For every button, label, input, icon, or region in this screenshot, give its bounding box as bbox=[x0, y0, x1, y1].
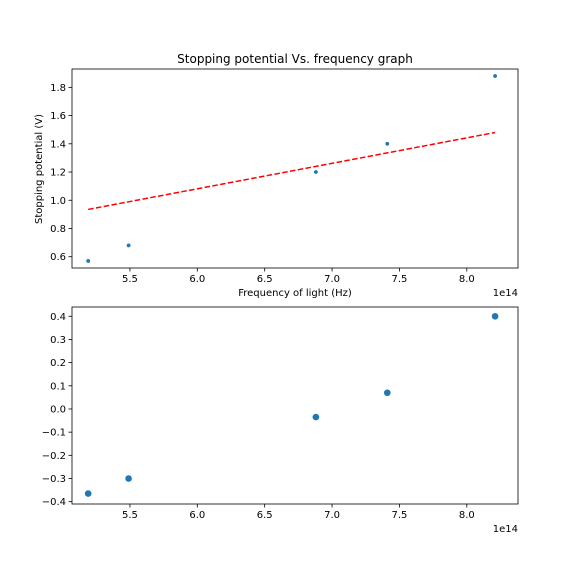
y-tick-label: 1.6 bbox=[50, 111, 66, 122]
x-tick-label: 6.0 bbox=[189, 510, 205, 521]
x-axis-label: Frequency of light (Hz) bbox=[238, 288, 352, 299]
y-tick-label: 1.8 bbox=[50, 83, 66, 94]
y-ticks: 0.6 0.8 1.0 1.2 1.4 1.6 1.8 bbox=[50, 83, 72, 263]
top-axes: Stopping potential Vs. frequency graph S… bbox=[34, 52, 519, 299]
x-tick-label: 8.0 bbox=[459, 510, 475, 521]
data-points-layer bbox=[84, 312, 499, 497]
x-tick-label: 8.0 bbox=[459, 274, 475, 285]
y-tick-label: 0.2 bbox=[50, 358, 66, 369]
x-axis-offset-label: 1e14 bbox=[493, 524, 518, 535]
data-point bbox=[383, 389, 391, 397]
data-point bbox=[84, 490, 92, 497]
x-tick-label: 6.5 bbox=[257, 274, 273, 285]
y-tick-label: 1.2 bbox=[50, 168, 66, 179]
y-tick-label: 1.4 bbox=[50, 139, 66, 150]
x-tick-label: 7.5 bbox=[391, 274, 407, 285]
x-axis-offset-label: 1e14 bbox=[493, 288, 518, 299]
data-point bbox=[313, 170, 318, 174]
y-tick-label: −0.4 bbox=[42, 497, 66, 508]
y-ticks: −0.4 −0.3 −0.2 −0.1 0.0 0.1 0.2 0.3 0.4 bbox=[42, 312, 72, 508]
y-tick-label: 0.6 bbox=[50, 252, 66, 263]
data-point bbox=[493, 74, 497, 78]
fit-line bbox=[88, 131, 496, 211]
y-tick-label: 0.1 bbox=[50, 381, 66, 392]
x-tick-label: 5.5 bbox=[122, 510, 138, 521]
y-tick-label: −0.1 bbox=[42, 428, 66, 439]
x-tick-label: 5.5 bbox=[122, 274, 138, 285]
data-point bbox=[125, 475, 132, 482]
x-tick-label: 6.5 bbox=[257, 510, 273, 521]
data-point bbox=[126, 243, 131, 248]
axes-frame bbox=[71, 306, 519, 505]
y-tick-label: 0.4 bbox=[50, 312, 66, 323]
axes-frame bbox=[71, 68, 519, 269]
x-tick-label: 7.0 bbox=[324, 510, 340, 521]
y-tick-label: −0.2 bbox=[42, 451, 66, 462]
data-point bbox=[491, 312, 499, 320]
fit-line-layer bbox=[88, 131, 496, 211]
x-ticks: 5.5 6.0 6.5 7.0 7.5 8.0 bbox=[122, 268, 475, 285]
y-tick-label: 0.8 bbox=[50, 224, 66, 235]
chart-title: Stopping potential Vs. frequency graph bbox=[177, 52, 413, 66]
x-ticks: 5.5 6.0 6.5 7.0 7.5 8.0 bbox=[122, 504, 475, 521]
y-tick-label: 0.0 bbox=[50, 404, 66, 415]
y-tick-label: 0.3 bbox=[50, 335, 66, 346]
data-point bbox=[312, 413, 320, 421]
x-tick-label: 6.0 bbox=[189, 274, 205, 285]
data-points-layer bbox=[86, 74, 497, 263]
x-tick-label: 7.0 bbox=[324, 274, 340, 285]
y-tick-label: 1.0 bbox=[50, 196, 66, 207]
x-tick-label: 7.5 bbox=[391, 510, 407, 521]
y-tick-label: −0.3 bbox=[42, 474, 66, 485]
bottom-axes: 1e14 5.5 6.0 6.5 7.0 7.5 8.0 −0.4 −0.3 −0.2 −0.1… bbox=[42, 306, 519, 535]
y-axis-label: Stopping potential (V) bbox=[34, 114, 45, 224]
data-point bbox=[86, 259, 91, 263]
data-point bbox=[385, 141, 390, 146]
